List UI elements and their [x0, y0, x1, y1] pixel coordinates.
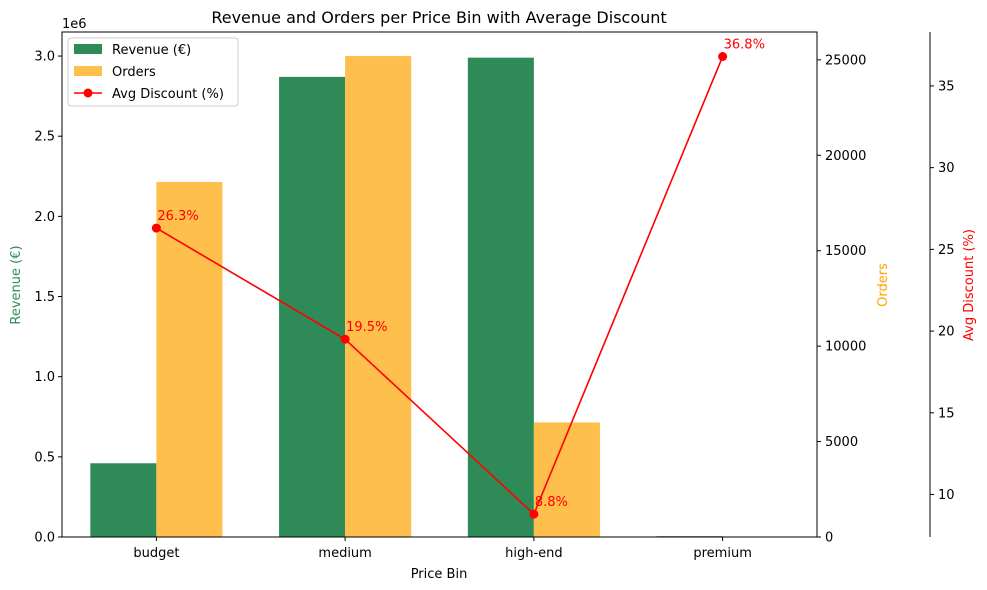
discount-tick-label: 10: [938, 488, 955, 503]
discount-tick-label: 30: [938, 161, 955, 176]
revenue-tick-label: 0.0: [34, 531, 55, 546]
revenue-bar: [90, 463, 157, 537]
legend-swatch-orders: [74, 66, 102, 76]
orders-tick-label: 20000: [825, 149, 866, 164]
orders-bar: [533, 422, 600, 537]
x-axis: budget medium high-end premium: [133, 537, 752, 561]
plot-area: 26.3% 19.5% 8.8% 36.8%: [90, 38, 765, 538]
discount-data-label: 19.5%: [346, 320, 387, 335]
orders-bar: [345, 56, 412, 538]
revenue-tick-label: 1.5: [34, 290, 55, 305]
revenue-bar: [467, 57, 534, 538]
discount-line: [155, 56, 724, 516]
x-tick-label: budget: [133, 546, 179, 561]
revenue-tick-label: 2.0: [34, 210, 55, 225]
revenue-axis: 0.0 0.5 1.0 1.5 2.0 2.5 3.0: [34, 50, 62, 546]
discount-data-label: 26.3%: [157, 209, 198, 224]
orders-tick-label: 25000: [825, 53, 866, 68]
revenue-tick-label: 0.5: [34, 450, 55, 465]
legend-box: [67, 37, 239, 107]
orders-bar: [156, 182, 223, 537]
discount-tick-label: 15: [938, 406, 955, 421]
discount-data-label: 36.8%: [724, 38, 765, 53]
y-offset-label: 1e6: [62, 17, 87, 32]
orders-tick-label: 5000: [825, 435, 858, 450]
discount-point: [151, 223, 161, 233]
discount-point: [529, 509, 539, 519]
chart-title: Revenue and Orders per Price Bin with Av…: [211, 8, 666, 27]
legend-swatch-revenue: [74, 44, 102, 54]
discount-point: [718, 52, 728, 62]
orders-axis: 0 5000 10000 15000 20000 25000: [817, 53, 866, 546]
discount-tick-label: 20: [938, 325, 955, 340]
legend-marker-discount: [83, 88, 93, 98]
legend-label-revenue: Revenue (€): [112, 43, 191, 58]
revenue-tick-label: 2.5: [34, 130, 55, 145]
discount-tick-label: 25: [938, 243, 955, 258]
x-tick-label: high-end: [505, 546, 563, 561]
legend-label-orders: Orders: [112, 65, 156, 80]
orders-tick-label: 10000: [825, 340, 866, 355]
discount-data-label: 8.8%: [535, 495, 568, 510]
x-tick-label: medium: [318, 546, 371, 561]
x-tick-label: premium: [693, 546, 752, 561]
discount-point: [340, 334, 350, 344]
discount-tick-label: 35: [938, 79, 955, 94]
discount-axis: 10 15 20 25 30 35: [930, 79, 955, 503]
x-axis-label: Price Bin: [411, 567, 468, 582]
legend-label-discount: Avg Discount (%): [112, 87, 224, 102]
revenue-axis-label: Revenue (€): [9, 245, 24, 324]
plot-frame: [61, 31, 818, 538]
discount-axis-label: Avg Discount (%): [962, 229, 977, 341]
legend: Revenue (€) Orders Avg Discount (%): [67, 37, 239, 107]
orders-axis-label: Orders: [876, 263, 891, 307]
revenue-tick-label: 3.0: [34, 50, 55, 65]
revenue-tick-label: 1.0: [34, 370, 55, 385]
orders-tick-label: 15000: [825, 244, 866, 259]
orders-tick-label: 0: [825, 531, 833, 546]
